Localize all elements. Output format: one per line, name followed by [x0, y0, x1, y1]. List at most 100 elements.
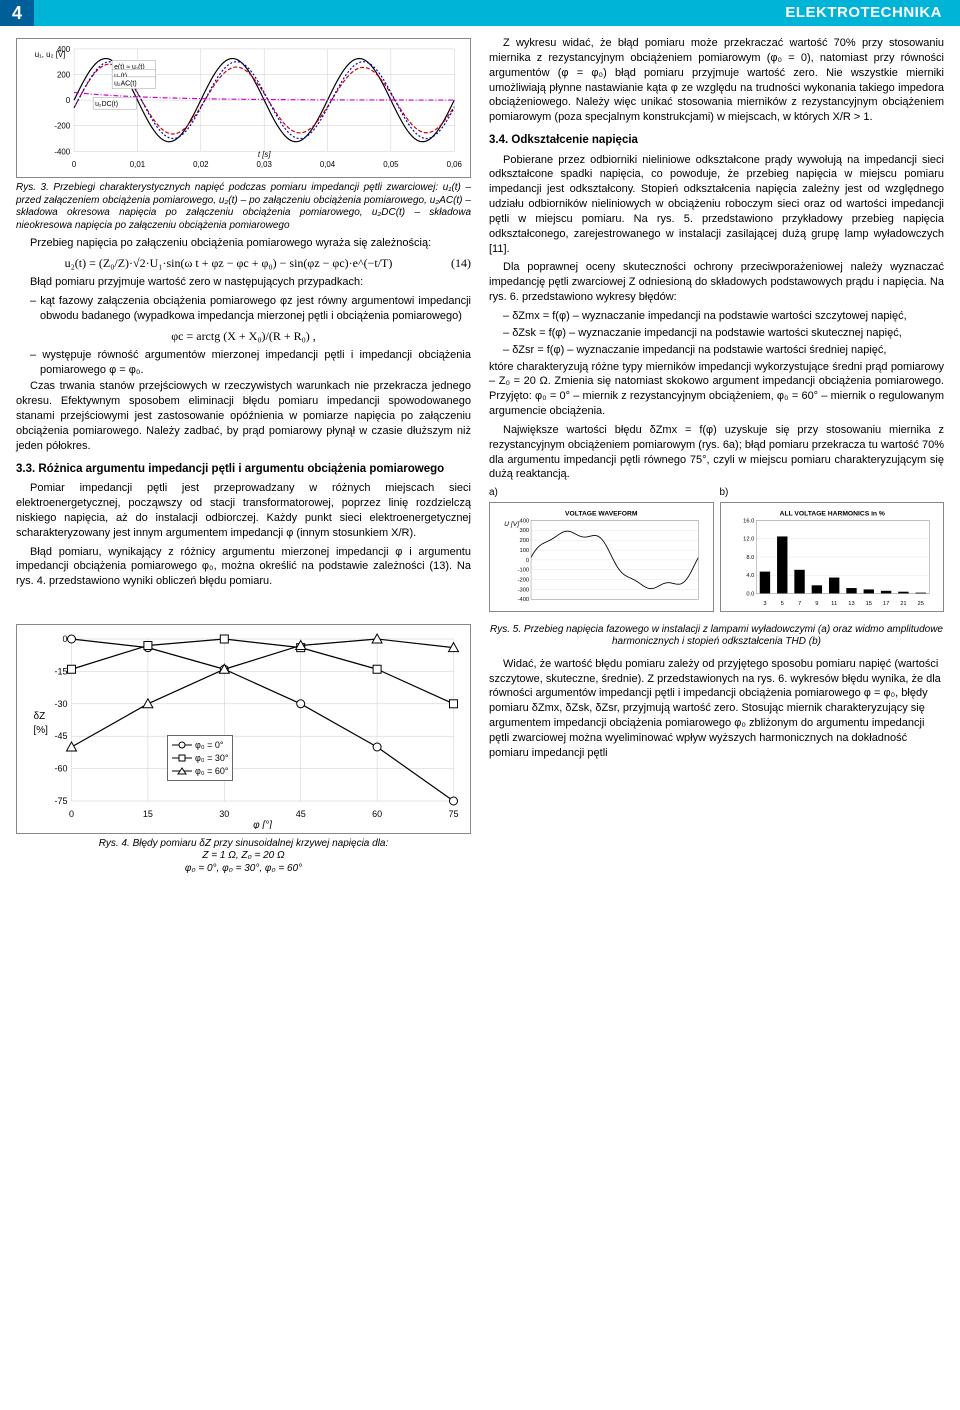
p-ktore-char: które charakteryzują różne typy miernikó…	[489, 360, 944, 419]
li-dzmx: δZmx = f(φ) – wyznaczanie impedancji na …	[503, 309, 944, 324]
left-column: 00,010,020,030,040,050,064002000-200-400…	[16, 36, 471, 616]
legend-label-2: φ₀ = 60°	[195, 765, 228, 777]
page: 4 ELEKTROTECHNIKA 00,010,020,030,040,050…	[0, 0, 960, 893]
svg-text:75: 75	[448, 809, 458, 819]
svg-text:VOLTAGE WAVEFORM: VOLTAGE WAVEFORM	[565, 510, 638, 517]
fig5a-chart: VOLTAGE WAVEFORM 400 300 200 100 0 -100 -200 -30…	[489, 502, 714, 612]
li-rownosc: występuje równość argumentów mierzonej i…	[30, 348, 471, 378]
svg-text:-75: -75	[54, 796, 67, 806]
p-widac: Widać, że wartość błędu pomiaru zależy o…	[489, 657, 944, 761]
svg-text:U [V]: U [V]	[504, 521, 519, 528]
list-dz: δZmx = f(φ) – wyznaczanie impedancji na …	[489, 309, 944, 358]
h34: 3.4. Odkształcenie napięcia	[489, 133, 944, 149]
fig3-svg: 00,010,020,030,040,050,064002000-200-400…	[21, 43, 466, 173]
svg-text:-100: -100	[518, 567, 530, 573]
fig4-legend: φ₀ = 0° φ₀ = 30° φ₀ = 60°	[167, 735, 233, 781]
li-dzsk: δZsk = f(φ) – wyznaczanie impedancji na …	[503, 326, 944, 341]
svg-text:0,05: 0,05	[383, 160, 399, 169]
svg-text:200: 200	[520, 538, 530, 544]
header-bar: 4 ELEKTROTECHNIKA	[0, 0, 960, 26]
svg-text:0.0: 0.0	[746, 591, 754, 597]
p-pomiar-petli: Pomiar impedancji pętli jest przeprowadz…	[16, 481, 471, 540]
fig5a-label: a)	[489, 486, 714, 500]
p-dla-poprawnej: Dla poprawnej oceny skuteczności ochrony…	[489, 260, 944, 305]
svg-text:-400: -400	[54, 147, 70, 156]
svg-text:15: 15	[865, 601, 871, 607]
svg-text:-300: -300	[518, 587, 530, 593]
fig5b-wrap: b) ALL VOLTAGE HARMONICS in %16.012.08.0…	[720, 486, 945, 616]
legend-row-2: φ₀ = 60°	[172, 765, 228, 777]
bottom-row: 015304560750-15-30-45-60-75δZ[%]φ [°] φ₀…	[0, 622, 960, 894]
fig5-caption: Rys. 5. Przebieg napięcia fazowego w ins…	[489, 624, 944, 649]
eq14-num: (14)	[441, 255, 471, 271]
svg-text:5: 5	[780, 601, 783, 607]
svg-text:0,02: 0,02	[193, 160, 208, 169]
svg-text:16.0: 16.0	[743, 518, 754, 524]
svg-text:8.0: 8.0	[746, 555, 754, 561]
p-blad-roznica: Błąd pomiaru, wynikający z różnicy argum…	[16, 545, 471, 590]
svg-text:0: 0	[62, 634, 67, 644]
h33: 3.3. Różnica argumentu impedancji pętli …	[16, 462, 471, 478]
fig5b-chart: ALL VOLTAGE HARMONICS in %16.012.08.04.0…	[720, 502, 945, 612]
svg-text:u₂DC(t): u₂DC(t)	[95, 101, 118, 108]
svg-text:0: 0	[72, 160, 77, 169]
svg-text:21: 21	[900, 601, 906, 607]
eq-arctg: φc = arctg (X + X₀)/(R + R₀) ,	[16, 328, 471, 344]
legend-label-0: φ₀ = 0°	[195, 739, 223, 751]
svg-text:17: 17	[882, 601, 888, 607]
bottom-left: 015304560750-15-30-45-60-75δZ[%]φ [°] φ₀…	[16, 622, 471, 884]
right-column: Z wykresu widać, że błąd pomiaru może pr…	[489, 36, 944, 616]
svg-text:0,06: 0,06	[447, 160, 463, 169]
svg-text:0: 0	[66, 96, 71, 105]
svg-text:100: 100	[520, 548, 530, 554]
svg-text:[%]: [%]	[34, 725, 49, 736]
svg-text:3: 3	[763, 601, 766, 607]
journal-title: ELEKTROTECHNIKA	[34, 0, 960, 26]
svg-text:300: 300	[520, 528, 530, 534]
fig3-chart: 00,010,020,030,040,050,064002000-200-400…	[16, 38, 471, 178]
svg-text:200: 200	[57, 70, 71, 79]
svg-text:δZ: δZ	[34, 711, 46, 722]
svg-text:0,03: 0,03	[257, 160, 273, 169]
svg-text:30: 30	[219, 809, 229, 819]
svg-text:0: 0	[526, 558, 529, 564]
fig5a-svg: VOLTAGE WAVEFORM 400 300 200 100 0 -100 -200 -30…	[494, 507, 709, 607]
svg-text:13: 13	[848, 601, 854, 607]
svg-text:11: 11	[831, 601, 837, 607]
svg-text:-200: -200	[518, 577, 530, 583]
fig4-svg: 015304560750-15-30-45-60-75δZ[%]φ [°]	[21, 629, 466, 829]
svg-text:u₂AC(t): u₂AC(t)	[114, 81, 137, 88]
p-blad-zero: Błąd pomiaru przyjmuje wartość zero w na…	[16, 275, 471, 290]
fig5-row: a) VOLTAGE WAVEFORM 400 300 200 100 0 -100 -200…	[489, 486, 944, 616]
two-column-content: 0 0,01 0,02 0,03 0,04 0,05 0,06 400 200 0 -200 -400…	[0, 26, 960, 622]
legend-label-1: φ₀ = 30°	[195, 752, 228, 764]
fig4-caption: Rys. 4. Błędy pomiaru δZ przy sinusoidal…	[16, 838, 471, 876]
p-czas-trwania: Czas trwania stanów przejściowych w rzec…	[16, 379, 471, 453]
fig4-chart: 015304560750-15-30-45-60-75δZ[%]φ [°] φ₀…	[16, 624, 471, 834]
svg-text:400: 400	[520, 518, 530, 524]
p-przebieg: Przebieg napięcia po załączeniu obciążen…	[16, 236, 471, 251]
fig5a-wrap: a) VOLTAGE WAVEFORM 400 300 200 100 0 -100 -200…	[489, 486, 714, 616]
eq14-body: u₂(t) = (Z₀/Z)·√2·U₁·sin(ω t + φz − φc +…	[16, 255, 441, 271]
li-kat-fazowy: kąt fazowy załączenia obciążenia pomiaro…	[30, 294, 471, 324]
eq14: u₂(t) = (Z₀/Z)·√2·U₁·sin(ω t + φz − φc +…	[16, 255, 471, 271]
svg-text:9: 9	[815, 601, 818, 607]
svg-text:-30: -30	[54, 699, 67, 709]
svg-text:u₁, u₂ [V]: u₁, u₂ [V]	[35, 50, 66, 59]
svg-text:45: 45	[296, 809, 306, 819]
svg-text:12.0: 12.0	[743, 536, 754, 542]
legend-row-1: φ₀ = 30°	[172, 752, 228, 764]
svg-text:-45: -45	[54, 731, 67, 741]
svg-text:0,04: 0,04	[320, 160, 336, 169]
fig5b-label: b)	[720, 486, 945, 500]
fig3-caption: Rys. 3. Przebiegi charakterystycznych na…	[16, 182, 471, 232]
li-dzsr: δZsr = f(φ) – wyznaczanie impedancji na …	[503, 343, 944, 358]
list-cases-2: występuje równość argumentów mierzonej i…	[16, 348, 471, 378]
page-number: 4	[0, 0, 34, 26]
svg-text:0,01: 0,01	[130, 160, 145, 169]
svg-text:7: 7	[797, 601, 800, 607]
bottom-right: Rys. 5. Przebieg napięcia fazowego w ins…	[489, 622, 944, 884]
legend-row-0: φ₀ = 0°	[172, 739, 228, 751]
svg-text:25: 25	[917, 601, 923, 607]
svg-text:15: 15	[143, 809, 153, 819]
